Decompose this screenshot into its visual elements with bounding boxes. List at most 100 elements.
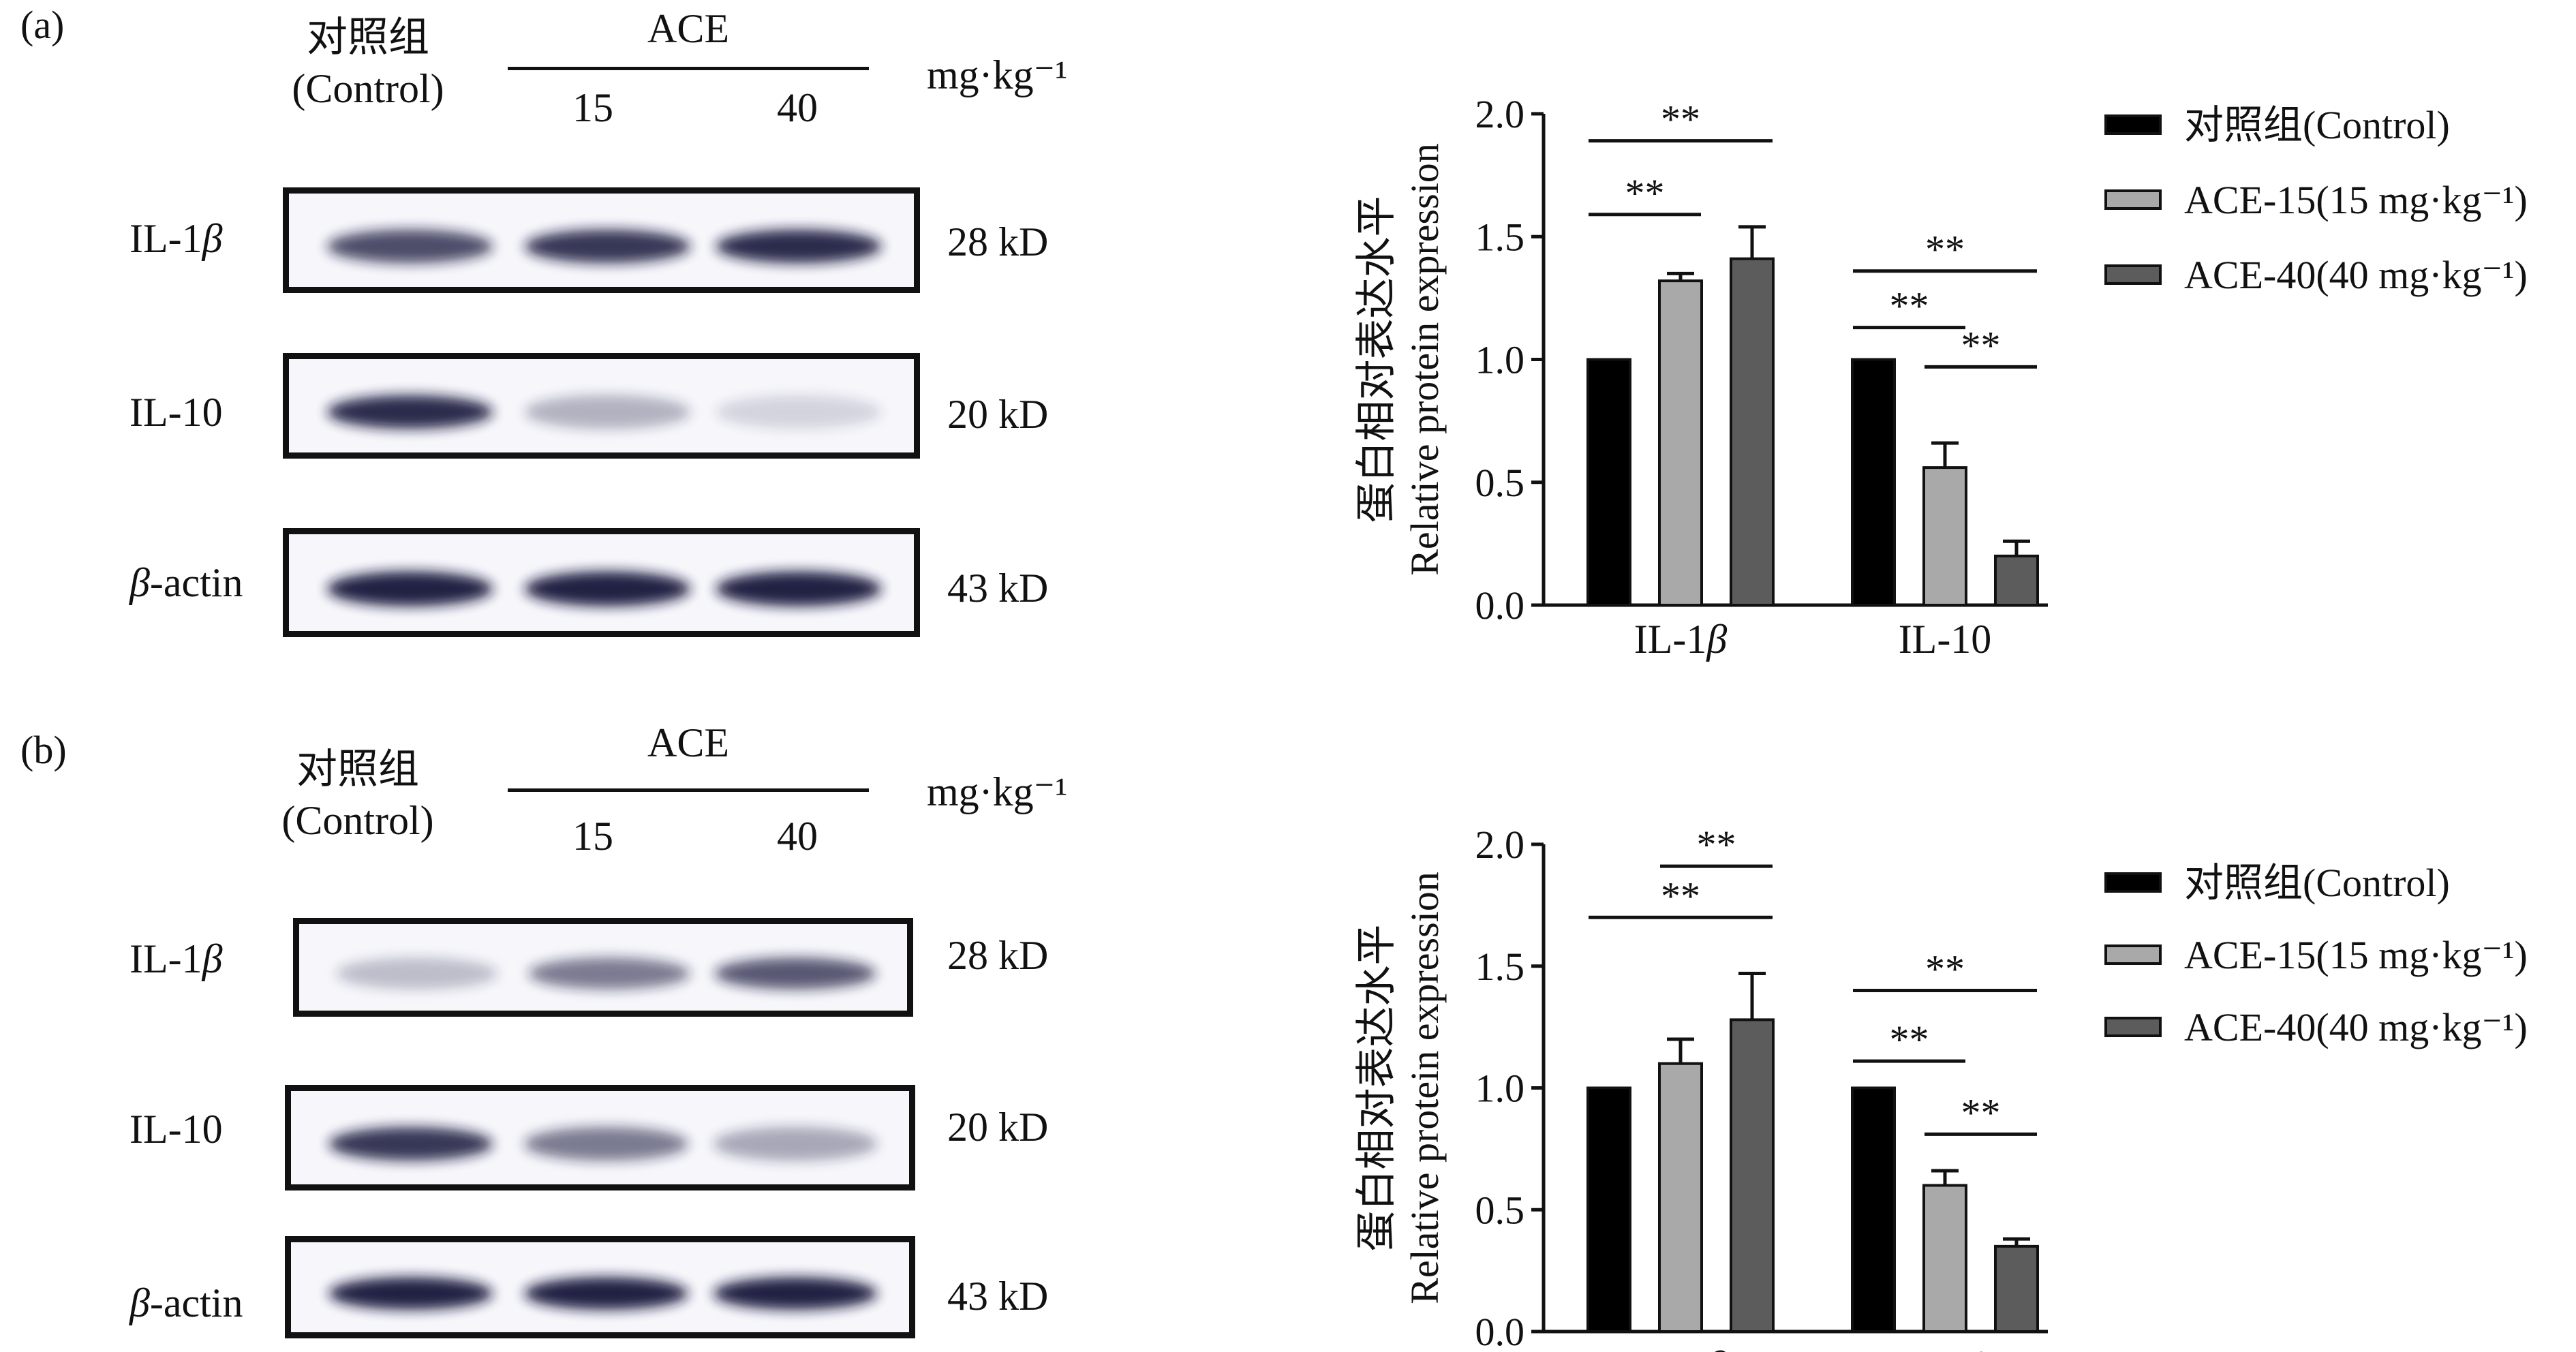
protein-label: IL-1β bbox=[129, 216, 223, 261]
dose-label: 15 bbox=[572, 814, 613, 859]
x-tick-label: IL-1β bbox=[1634, 617, 1728, 662]
y-tick-label: 0.5 bbox=[1475, 461, 1525, 505]
panel-label: (b) bbox=[20, 728, 67, 772]
treatment-label: ACE bbox=[647, 6, 729, 51]
x-tick-label: IL-10 bbox=[1899, 617, 1992, 662]
blot-band bbox=[327, 395, 493, 429]
y-axis-label-cn: 蛋白相对表达水平 bbox=[1354, 925, 1399, 1252]
y-tick-label: 0.5 bbox=[1475, 1188, 1525, 1232]
blot-band bbox=[713, 1277, 878, 1310]
band-size-label: 43 kD bbox=[947, 1274, 1049, 1319]
protein-label: IL-1β bbox=[129, 936, 223, 981]
legend-swatch bbox=[2104, 264, 2162, 285]
control-label-cn: 对照组 bbox=[296, 747, 419, 792]
protein-label: IL-10 bbox=[129, 390, 223, 435]
protein-label: β-actin bbox=[129, 1280, 243, 1325]
legend-label: ACE-15(15 mg·kg⁻¹) bbox=[2184, 178, 2528, 222]
blot-band bbox=[524, 1126, 688, 1161]
significance-label: ** bbox=[1925, 947, 1965, 992]
y-tick-label: 1.5 bbox=[1475, 944, 1525, 989]
blot-band bbox=[524, 571, 691, 606]
panel-b: (b) 对照组 (Control) ACE 15 40 mg·kg⁻¹ IL-1… bbox=[0, 676, 2576, 1352]
legend-label: 对照组(Control) bbox=[2184, 103, 2450, 147]
dose-label: 40 bbox=[777, 814, 818, 859]
bar bbox=[1730, 1018, 1775, 1333]
bar bbox=[1730, 257, 1775, 606]
y-axis-label-cn: 蛋白相对表达水平 bbox=[1354, 196, 1399, 523]
control-header: 对照组 (Control) bbox=[273, 12, 463, 114]
blot-band bbox=[524, 1277, 688, 1310]
blot-band bbox=[716, 229, 882, 264]
panel-a: (a) 对照组 (Control) ACE 15 40 mg·kg⁻¹ IL-1… bbox=[20, 3, 2528, 662]
dose-label: 40 bbox=[777, 85, 818, 130]
bar bbox=[1586, 1086, 1631, 1333]
treatment-bracket-line bbox=[508, 67, 869, 70]
blot-band bbox=[713, 1126, 878, 1161]
blot-strip bbox=[283, 187, 920, 293]
band-size-label: 43 kD bbox=[947, 566, 1049, 611]
y-tick-label: 1.0 bbox=[1475, 338, 1525, 382]
blot-band bbox=[524, 395, 691, 429]
significance-label: ** bbox=[1661, 97, 1700, 142]
legend-label: ACE-40(40 mg·kg⁻¹) bbox=[2184, 253, 2528, 297]
legend-swatch bbox=[2104, 189, 2162, 210]
y-tick-label: 1.5 bbox=[1475, 215, 1525, 259]
significance-label: ** bbox=[1890, 284, 1929, 328]
y-tick-label: 1.0 bbox=[1475, 1066, 1525, 1111]
treatment-bracket-line bbox=[508, 788, 869, 792]
legend-swatch bbox=[2104, 114, 2162, 135]
bar bbox=[1658, 279, 1703, 606]
unit-label: mg·kg⁻¹ bbox=[927, 769, 1068, 814]
blot-band bbox=[336, 957, 498, 989]
blot-band bbox=[328, 1277, 493, 1310]
blot-band bbox=[716, 571, 882, 606]
bar-chart: 0.0 0.5 1.0 1.5 2.0 蛋白相对表达水平 Relative protein … bbox=[1354, 823, 2528, 1352]
bar bbox=[1994, 1244, 2039, 1333]
bar bbox=[1851, 1086, 1896, 1333]
panel-label: (a) bbox=[20, 3, 65, 47]
significance-label: ** bbox=[1961, 1090, 2001, 1135]
y-axis-label-en: Relative protein expression bbox=[1402, 143, 1447, 576]
blot-strip bbox=[293, 918, 913, 1017]
y-tick-label: 2.0 bbox=[1475, 92, 1525, 136]
bar bbox=[1994, 554, 2039, 607]
blot-strip bbox=[283, 528, 920, 637]
band-size-label: 28 kD bbox=[947, 219, 1049, 264]
significance-label: ** bbox=[1961, 323, 2001, 367]
protein-label: IL-10 bbox=[129, 1107, 223, 1152]
unit-label: mg·kg⁻¹ bbox=[927, 52, 1068, 97]
x-tick-label: IL-10 bbox=[1899, 1343, 1992, 1352]
significance-label: ** bbox=[1890, 1017, 1929, 1062]
y-tick-label: 0.0 bbox=[1475, 1310, 1525, 1352]
band-size-label: 20 kD bbox=[947, 392, 1049, 437]
legend-swatch bbox=[2104, 872, 2162, 893]
bar bbox=[1851, 358, 1896, 606]
legend-swatch bbox=[2104, 944, 2162, 965]
significance-label: ** bbox=[1697, 823, 1736, 867]
control-header: 对照组 (Control) bbox=[262, 744, 453, 846]
legend-label: 对照组(Control) bbox=[2184, 861, 2450, 905]
blot-strip bbox=[283, 353, 920, 459]
bar-chart: 0.0 0.5 1.0 1.5 2.0 蛋白相对表达水平 Relative protein … bbox=[1354, 92, 2528, 662]
blot-band bbox=[528, 957, 690, 989]
band-size-label: 20 kD bbox=[947, 1105, 1049, 1150]
blot-band bbox=[716, 395, 882, 429]
control-label-cn: 对照组 bbox=[307, 15, 429, 60]
legend-label: ACE-15(15 mg·kg⁻¹) bbox=[2184, 933, 2528, 977]
bar bbox=[1922, 466, 1967, 606]
blot-band bbox=[327, 571, 493, 606]
blot-band bbox=[328, 1126, 493, 1161]
blot-band bbox=[327, 229, 493, 264]
y-tick-label: 0.0 bbox=[1475, 583, 1525, 628]
treatment-label: ACE bbox=[647, 720, 729, 765]
significance-label: ** bbox=[1661, 874, 1700, 918]
band-size-label: 28 kD bbox=[947, 933, 1049, 978]
protein-label: β-actin bbox=[129, 560, 243, 605]
legend-label: ACE-40(40 mg·kg⁻¹) bbox=[2184, 1005, 2528, 1049]
x-tick-label: IL-1β bbox=[1634, 1343, 1728, 1352]
blot-band bbox=[524, 229, 691, 264]
dose-label: 15 bbox=[572, 85, 613, 130]
y-tick-label: 2.0 bbox=[1475, 823, 1525, 867]
bar bbox=[1658, 1062, 1703, 1333]
blot-band bbox=[714, 957, 876, 989]
